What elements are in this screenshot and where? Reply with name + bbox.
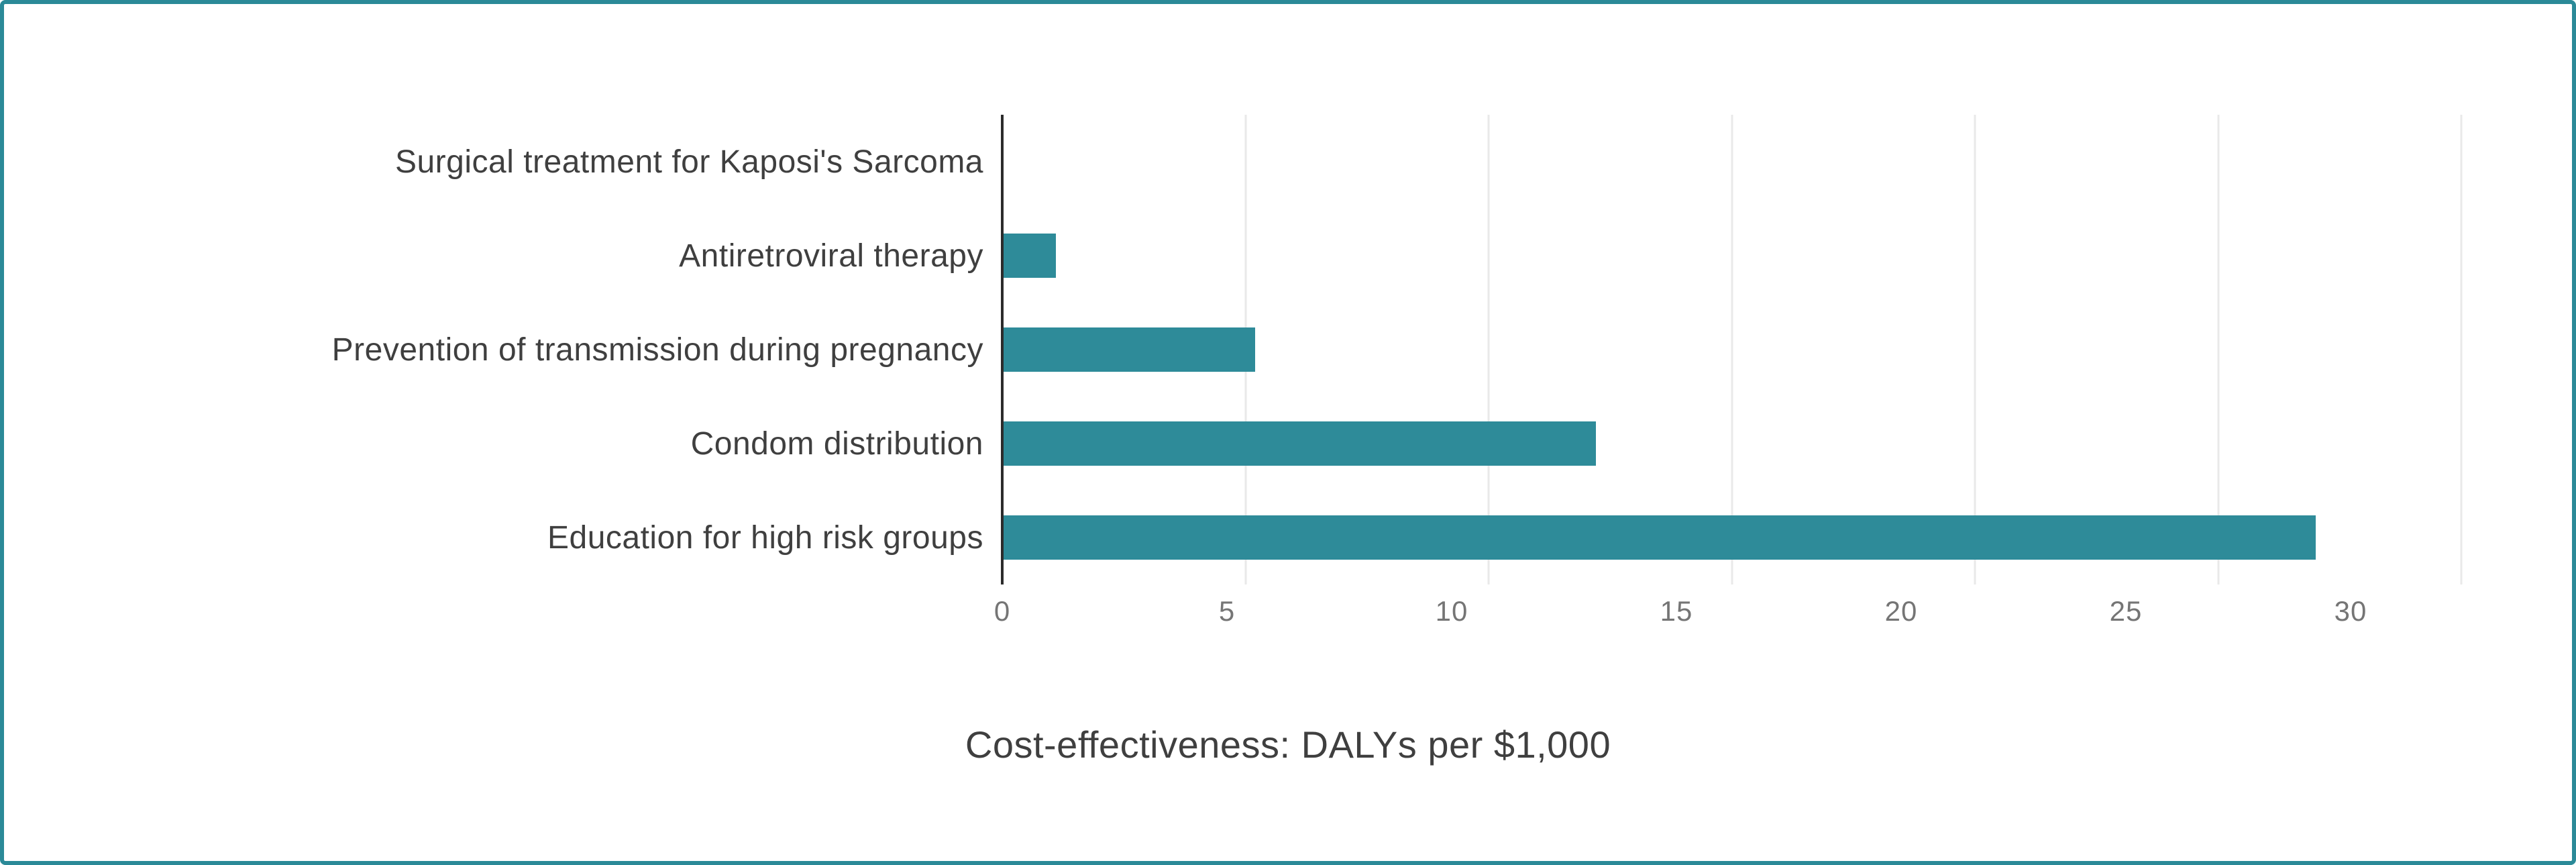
bar-cell [1002, 491, 2461, 584]
category-label: Surgical treatment for Kaposi's Sarcoma [394, 144, 983, 180]
bar [1002, 234, 1056, 278]
x-tick-label: 0 [994, 595, 1011, 627]
category-label: Prevention of transmission during pregna… [331, 332, 983, 368]
x-tick-label: 20 [1884, 595, 1918, 627]
x-tick-label: 25 [2109, 595, 2143, 627]
chart-row: Surgical treatment for Kaposi's Sarcoma [4, 115, 2461, 209]
bar [1002, 327, 1255, 372]
chart-row: Prevention of transmission during pregna… [4, 303, 2461, 397]
bar-cell [1002, 303, 2461, 397]
chart-title: Cost-effectiveness: DALYs per $1,000 [965, 723, 1611, 766]
category-label: Education for high risk groups [547, 519, 983, 556]
chart-row: Antiretroviral therapy [4, 209, 2461, 303]
chart-row: Education for high risk groups [4, 491, 2461, 584]
chart-row: Condom distribution [4, 397, 2461, 491]
x-tick-label: 5 [1218, 595, 1236, 627]
bar [1002, 515, 2316, 560]
bar-cell [1002, 209, 2461, 303]
x-tick-label: 15 [1660, 595, 1693, 627]
bar-cell [1002, 115, 2461, 209]
bar-chart: Surgical treatment for Kaposi's Sarcoma A… [4, 4, 2463, 635]
x-axis-ticks: 0 5 10 15 20 25 30 [994, 595, 2367, 635]
category-label: Antiretroviral therapy [679, 238, 983, 274]
x-tick-label: 30 [2334, 595, 2367, 627]
x-tick-label: 10 [1435, 595, 1468, 627]
chart-rows: Surgical treatment for Kaposi's Sarcoma A… [4, 115, 2461, 584]
bar-cell [1002, 397, 2461, 491]
category-label: Condom distribution [690, 425, 983, 462]
bar [1002, 421, 1596, 466]
